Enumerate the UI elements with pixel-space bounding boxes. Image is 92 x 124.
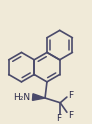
Text: F: F: [68, 111, 73, 120]
Text: F: F: [56, 114, 61, 123]
Polygon shape: [32, 94, 45, 100]
Text: F: F: [68, 91, 73, 100]
Text: H₂N: H₂N: [13, 93, 30, 102]
